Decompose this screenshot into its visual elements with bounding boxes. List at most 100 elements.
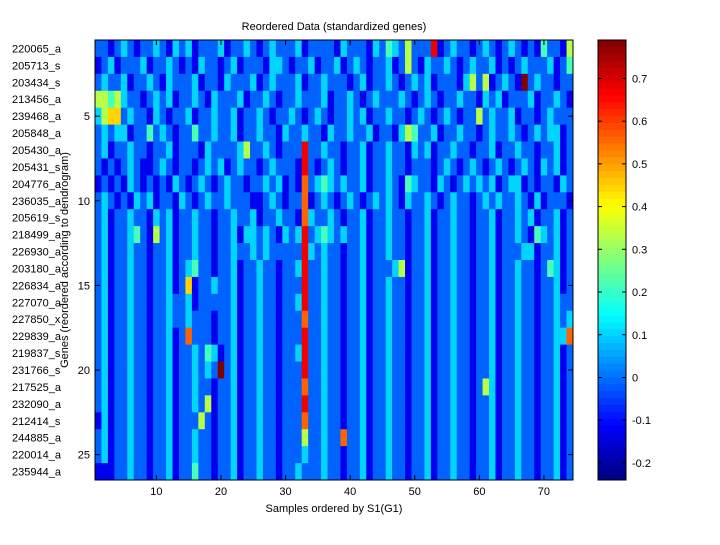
heatmap-cell: [547, 107, 555, 126]
heatmap-cell: [153, 260, 160, 278]
heatmap-cell: [482, 260, 490, 278]
heatmap-cell: [269, 361, 277, 379]
heatmap-cell: [340, 327, 348, 346]
heatmap-cell: [514, 175, 522, 193]
heatmap-cell: [366, 175, 374, 193]
heatmap-cell: [560, 175, 567, 193]
heatmap-cell: [224, 310, 232, 329]
heatmap-cell: [140, 192, 148, 210]
heatmap-cell: [411, 429, 419, 447]
heatmap-cell: [198, 158, 206, 176]
heatmap-cell: [443, 344, 451, 362]
heatmap-cell: [101, 175, 109, 193]
heatmap-cell: [398, 124, 406, 142]
heatmap-cell: [127, 124, 135, 142]
heatmap-cell: [140, 310, 148, 329]
heatmap-cell: [495, 40, 503, 58]
colorbar-segment: [598, 191, 626, 199]
heatmap-cell: [198, 276, 206, 295]
heatmap-cell: [450, 141, 458, 159]
heatmap-cell: [178, 124, 186, 142]
heatmap-cell: [178, 209, 186, 227]
heatmap-cell: [392, 107, 399, 126]
heatmap-cell: [437, 73, 445, 92]
heatmap-cell: [295, 463, 303, 481]
heatmap-cell: [469, 226, 477, 244]
heatmap-cell: [301, 293, 309, 312]
heatmap-cell: [450, 446, 458, 464]
heatmap-cell: [527, 327, 535, 346]
heatmap-cell: [178, 73, 186, 92]
heatmap-cell: [385, 361, 393, 379]
heatmap-cell: [392, 429, 399, 447]
heatmap-cell: [262, 344, 270, 362]
heatmap-cell: [269, 209, 277, 227]
heatmap-cell: [95, 327, 102, 346]
heatmap-cell: [353, 260, 361, 278]
heatmap-cell: [482, 192, 490, 210]
heatmap-cell: [553, 124, 561, 142]
heatmap-cell: [275, 361, 283, 379]
heatmap-cell: [424, 395, 432, 413]
heatmap-cell: [127, 293, 135, 312]
heatmap-cell: [288, 327, 296, 346]
heatmap-cell: [527, 293, 535, 312]
heatmap-cell: [321, 73, 328, 92]
heatmap-cell: [120, 463, 128, 481]
heatmap-cell: [262, 446, 270, 464]
heatmap-cell: [340, 40, 348, 58]
heatmap-cell: [282, 226, 290, 244]
heatmap-cell: [437, 344, 445, 362]
colorbar-segment: [598, 170, 626, 178]
x-axis-label: Samples ordered by S1(G1): [266, 503, 403, 515]
heatmap-cell: [288, 344, 296, 362]
heatmap-cell: [95, 260, 102, 278]
heatmap-cell: [534, 310, 542, 329]
heatmap-cell: [566, 158, 574, 176]
heatmap-cell: [224, 141, 232, 159]
heatmap-cell: [107, 361, 115, 379]
heatmap-cell: [191, 192, 199, 210]
heatmap-cell: [237, 141, 244, 159]
heatmap-cell: [443, 175, 451, 193]
heatmap-cell: [495, 56, 503, 75]
heatmap-cell: [372, 141, 380, 159]
heatmap-cell: [230, 344, 238, 362]
y-tick-label: 5: [84, 111, 90, 123]
heatmap-cell: [224, 344, 232, 362]
heatmap-cell: [327, 141, 335, 159]
heatmap-cell: [437, 226, 445, 244]
heatmap-cell: [346, 361, 354, 379]
heatmap-cell: [450, 90, 458, 109]
heatmap-cell: [314, 412, 322, 430]
heatmap-cell: [566, 378, 574, 396]
heatmap-cell: [482, 344, 490, 362]
heatmap-cell: [527, 226, 535, 244]
heatmap-cell: [514, 243, 522, 261]
heatmap-cell: [443, 361, 451, 379]
row-label: 213456_a: [12, 94, 62, 106]
colorbar-segment: [598, 473, 626, 481]
heatmap-cell: [256, 395, 264, 413]
heatmap-cell: [295, 276, 303, 295]
heatmap-cell: [256, 192, 264, 210]
heatmap-cell: [508, 73, 516, 92]
y-tick-label: 15: [78, 280, 90, 292]
colorbar-segment: [598, 260, 626, 268]
heatmap-cell: [262, 327, 270, 346]
heatmap-cell: [224, 226, 232, 244]
heatmap-cell: [243, 446, 251, 464]
heatmap-cell: [275, 243, 283, 261]
heatmap-cell: [527, 124, 535, 142]
heatmap-cell: [527, 412, 535, 430]
heatmap-cell: [230, 463, 238, 481]
heatmap-cell: [159, 158, 167, 176]
heatmap-cell: [101, 260, 109, 278]
heatmap-cell: [430, 463, 438, 481]
heatmap-cell: [250, 107, 257, 126]
heatmap-cell: [353, 276, 361, 295]
heatmap-cell: [540, 260, 548, 278]
heatmap-cell: [101, 243, 109, 261]
heatmap-cell: [456, 378, 464, 396]
heatmap-cell: [262, 293, 270, 312]
